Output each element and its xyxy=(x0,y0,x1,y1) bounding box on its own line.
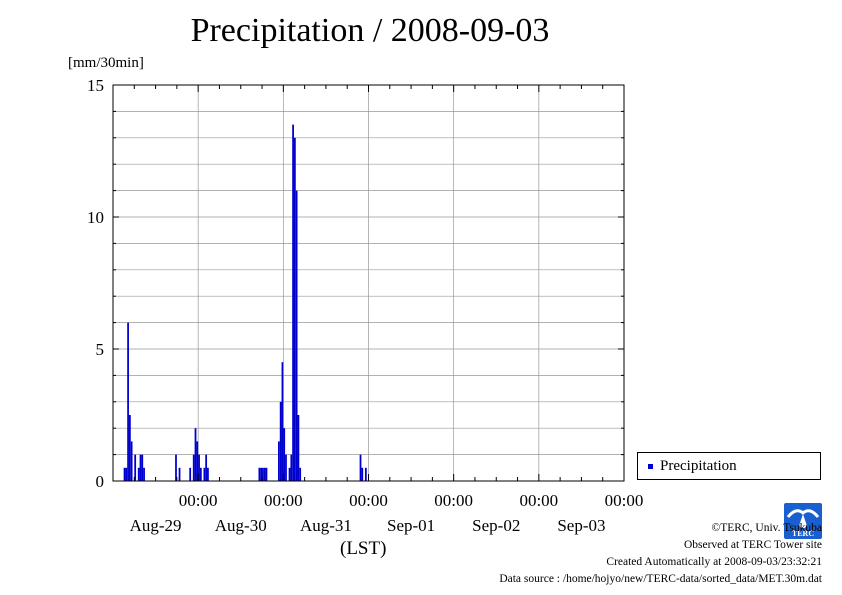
precipitation-bar xyxy=(265,467,268,481)
x-tick-time-label: 00:00 xyxy=(264,491,303,510)
x-tick-time-label: 00:00 xyxy=(179,491,218,510)
precipitation-bar xyxy=(192,454,195,481)
x-axis-label: (LST) xyxy=(340,538,387,559)
precipitation-bar xyxy=(278,441,280,481)
precipitation-bar xyxy=(130,441,133,481)
precipitation-bar xyxy=(194,428,197,481)
tick-labels: 0 5 10 15 00:00 Aug-29 00:00 Aug-30 00:00 Aug-31 0… xyxy=(87,76,643,535)
precipitation-bar xyxy=(199,467,202,481)
precipitation-bar xyxy=(290,454,293,481)
precipitation-bar xyxy=(134,454,137,481)
precipitation-bar xyxy=(359,454,362,481)
terc-logo-text: TERC xyxy=(792,529,814,538)
copyright-text: ©TERC, Univ. Tsukuba xyxy=(711,522,822,534)
precipitation-bar xyxy=(141,454,144,481)
precipitation-bar xyxy=(125,467,128,481)
credits-block: ©TERC, Univ. Tsukuba Observed at TERC To… xyxy=(499,520,822,588)
precipitation-bar xyxy=(128,415,131,481)
precipitation-bar xyxy=(198,454,200,481)
x-tick-date-label: Sep-01 xyxy=(387,516,435,535)
grid-lines xyxy=(113,85,624,481)
observation-site-text: Observed at TERC Tower site xyxy=(683,539,822,551)
precipitation-bar xyxy=(123,467,126,481)
legend: Precipitation xyxy=(637,452,821,480)
precipitation-bar xyxy=(258,467,261,481)
precipitation-bar xyxy=(205,454,208,481)
precipitation-bar xyxy=(178,467,181,481)
y-tick-label: 10 xyxy=(87,208,104,227)
precipitation-bar xyxy=(143,467,145,481)
precipitation-bar xyxy=(288,467,291,481)
precipitation-bar xyxy=(137,467,140,481)
x-tick-time-label: 00:00 xyxy=(434,491,473,510)
y-tick-label: 5 xyxy=(96,340,105,359)
terc-logo: TERC xyxy=(784,503,822,539)
x-tick-time-label: 00:00 xyxy=(605,491,644,510)
precipitation-bar xyxy=(293,137,296,482)
x-tick-time-label: 00:00 xyxy=(349,491,388,510)
legend-label: Precipitation xyxy=(660,458,737,474)
precipitation-bar xyxy=(297,415,300,481)
data-source-text: Data source : /home/hojyo/new/TERC-data/… xyxy=(499,573,822,585)
chart-title: Precipitation / 2008-09-03 xyxy=(190,12,550,49)
precipitation-bar xyxy=(285,454,287,481)
x-tick-date-label: Sep-02 xyxy=(472,516,520,535)
axes xyxy=(112,84,625,482)
precipitation-bar xyxy=(260,467,263,481)
precipitation-bar xyxy=(295,190,298,481)
precipitation-bar xyxy=(262,467,264,481)
precipitation-bar xyxy=(203,467,206,481)
legend-swatch xyxy=(648,464,653,469)
y-tick-label: 0 xyxy=(96,472,105,491)
precipitation-bar xyxy=(189,467,192,481)
x-tick-time-label: 00:00 xyxy=(519,491,558,510)
precipitation-bar xyxy=(299,467,302,481)
bar-series-precipitation xyxy=(123,124,367,482)
precipitation-bar xyxy=(361,467,364,481)
precipitation-bar xyxy=(292,124,294,481)
created-timestamp-text: Created Automatically at 2008-09-03/23:3… xyxy=(606,556,822,568)
precipitation-bar xyxy=(139,454,142,481)
y-axis-unit-label: [mm/30min] xyxy=(68,55,144,71)
x-tick-date-label: Aug-29 xyxy=(130,516,182,535)
precipitation-bar xyxy=(283,428,286,481)
precipitation-bar xyxy=(196,441,199,481)
y-tick-label: 15 xyxy=(87,76,104,95)
precipitation-bar xyxy=(175,454,177,481)
precipitation-bar xyxy=(127,322,129,481)
x-tick-date-label: Sep-03 xyxy=(557,516,605,535)
precipitation-bar xyxy=(364,467,367,481)
x-tick-date-label: Aug-31 xyxy=(300,516,352,535)
precipitation-bar xyxy=(263,467,266,481)
precipitation-bar xyxy=(207,467,209,481)
precipitation-bar xyxy=(281,362,284,481)
x-tick-date-label: Aug-30 xyxy=(215,516,267,535)
precipitation-bar xyxy=(279,401,282,481)
